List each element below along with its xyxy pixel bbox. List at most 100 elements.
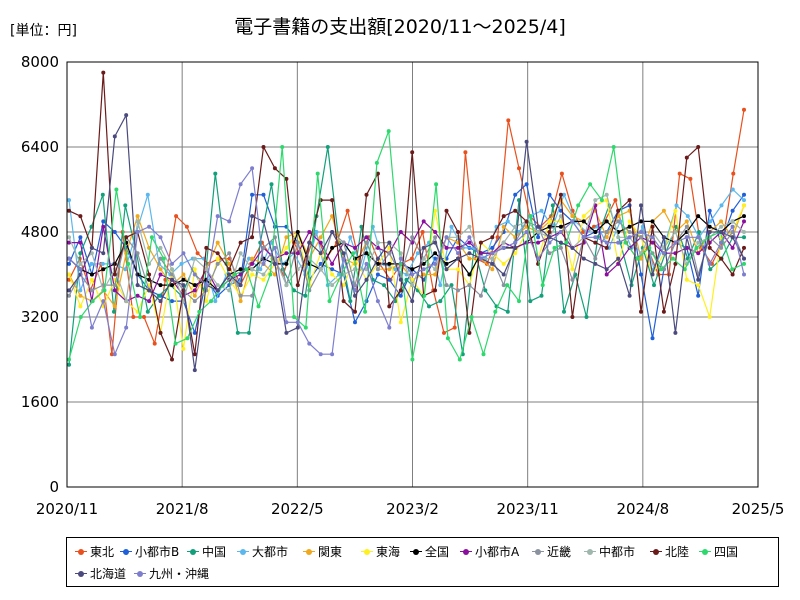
- data-point: [170, 267, 174, 272]
- data-point: [89, 277, 94, 282]
- data-point: [588, 182, 593, 187]
- data-point: [364, 192, 369, 197]
- data-point: [696, 293, 701, 298]
- data-point: [295, 325, 300, 330]
- data-point: [742, 235, 746, 240]
- data-point: [250, 256, 255, 261]
- legend-item: 小都市B: [120, 543, 179, 560]
- data-point: [307, 341, 312, 346]
- data-point: [467, 251, 472, 256]
- data-point: [604, 192, 609, 197]
- data-point: [284, 261, 289, 266]
- data-point: [250, 261, 255, 266]
- data-point: [536, 230, 541, 234]
- data-point: [696, 251, 701, 256]
- data-point: [742, 261, 746, 266]
- data-point: [89, 261, 94, 266]
- data-point: [112, 272, 117, 277]
- data-point: [268, 272, 273, 277]
- data-point: [192, 330, 197, 335]
- data-point: [213, 299, 218, 304]
- data-point: [78, 214, 83, 219]
- data-point: [490, 245, 495, 250]
- data-point: [170, 261, 174, 266]
- data-point: [456, 256, 460, 261]
- data-point: [364, 261, 369, 266]
- data-point: [552, 245, 557, 250]
- data-point: [227, 272, 232, 277]
- data-point: [536, 224, 541, 229]
- data-point: [719, 224, 724, 229]
- data-point: [536, 235, 541, 240]
- data-point: [433, 240, 438, 245]
- data-point: [353, 245, 357, 250]
- data-point: [387, 277, 392, 282]
- data-point: [581, 235, 586, 240]
- legend-label: 全国: [425, 545, 450, 559]
- data-point: [409, 256, 414, 261]
- data-point: [325, 145, 330, 149]
- data-point: [330, 267, 335, 272]
- data-point: [501, 261, 506, 266]
- data-point: [688, 176, 693, 181]
- data-point: [410, 283, 415, 288]
- data-point: [101, 267, 106, 272]
- data-point: [627, 224, 632, 229]
- data-point: [547, 235, 552, 240]
- data-point: [410, 150, 415, 155]
- data-point: [284, 330, 289, 335]
- data-point: [559, 171, 564, 176]
- legend-swatch: [460, 546, 472, 558]
- data-point: [673, 208, 678, 213]
- data-point: [421, 261, 426, 266]
- data-point: [434, 182, 439, 187]
- legend-label: 関東: [318, 545, 343, 559]
- data-point: [422, 293, 427, 298]
- data-point: [131, 315, 136, 319]
- data-point: [250, 235, 255, 240]
- data-point: [570, 267, 575, 272]
- data-point: [505, 309, 510, 314]
- data-point: [261, 261, 266, 266]
- data-point: [593, 256, 598, 261]
- data-point: [374, 160, 379, 165]
- data-point: [433, 272, 438, 277]
- data-point: [707, 245, 712, 250]
- legend-item: 東海: [361, 543, 400, 560]
- legend-item: 中都市: [584, 543, 635, 560]
- data-point: [652, 283, 656, 288]
- data-point: [295, 283, 300, 288]
- data-point: [387, 325, 392, 330]
- x-tick-label: 2024/8: [616, 500, 669, 518]
- data-point: [696, 277, 701, 282]
- data-point: [250, 214, 255, 219]
- data-point: [570, 245, 575, 250]
- data-point: [581, 230, 586, 234]
- data-point: [478, 293, 483, 298]
- series-12: [67, 112, 746, 373]
- y-tick-labels: 0 1600 3200 4800 6400 8000: [21, 53, 59, 496]
- series-10: [67, 70, 746, 362]
- data-point: [685, 214, 690, 219]
- data-point: [351, 251, 356, 256]
- data-point: [421, 267, 426, 272]
- data-point: [303, 293, 308, 298]
- data-point: [247, 330, 251, 335]
- data-point: [147, 224, 152, 229]
- data-point: [742, 256, 746, 261]
- data-point: [235, 330, 240, 335]
- series-13: [67, 166, 746, 357]
- data-point: [89, 251, 94, 256]
- data-point: [742, 192, 746, 197]
- data-point: [89, 325, 94, 330]
- y-tick-label: 4800: [21, 223, 59, 241]
- data-point: [513, 240, 518, 245]
- legend-label: 北陸: [665, 545, 690, 559]
- series-line: [68, 112, 745, 371]
- data-point: [78, 293, 83, 298]
- data-point: [215, 288, 220, 293]
- legend-swatch: [75, 546, 87, 558]
- data-point: [215, 240, 220, 245]
- data-point: [256, 304, 261, 309]
- data-point: [330, 272, 335, 277]
